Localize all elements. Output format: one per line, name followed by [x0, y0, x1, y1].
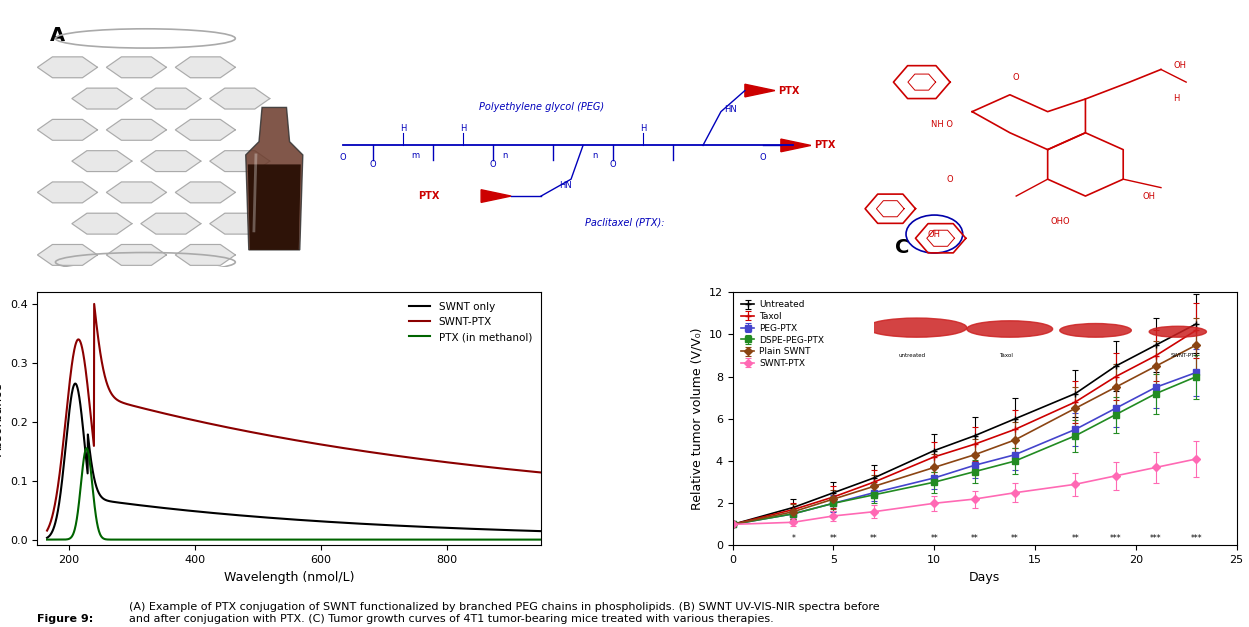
Text: ***: ***: [1190, 534, 1202, 543]
X-axis label: Wavelength (nmol/L): Wavelength (nmol/L): [224, 571, 355, 584]
PTX (in methanol): [230, 536, 245, 544]
SWNT only: [40, 534, 55, 542]
SWNT only: [201, 509, 216, 517]
Legend: Untreated, Taxol, PEG-PTX, DSPE-PEG-PTX, Plain SWNT, SWNT-PTX: Untreated, Taxol, PEG-PTX, DSPE-PEG-PTX,…: [737, 297, 828, 372]
Text: **: **: [829, 534, 837, 543]
Legend: SWNT only, SWNT-PTX, PTX (in methanol): SWNT only, SWNT-PTX, PTX (in methanol): [405, 297, 536, 346]
Text: *: *: [791, 534, 796, 543]
SWNT-PTX: [40, 527, 55, 534]
SWNT-PTX: [427, 457, 442, 465]
PTX (in methanol): [533, 536, 548, 544]
Y-axis label: Absorbance: Absorbance: [0, 382, 5, 456]
Text: **: **: [1010, 534, 1019, 543]
Text: (A) Example of PTX conjugation of SWNT functionalized by branched PEG chains in : (A) Example of PTX conjugation of SWNT f…: [129, 603, 879, 624]
PTX (in methanol): [40, 536, 55, 544]
Text: **: **: [970, 534, 978, 543]
SWNT only: [135, 502, 150, 509]
PTX (in methanol): [297, 536, 312, 544]
Y-axis label: Relative tumor volume (V/V₀): Relative tumor volume (V/V₀): [691, 328, 703, 510]
Line: SWNT-PTX: SWNT-PTX: [47, 304, 541, 530]
SWNT-PTX: [89, 322, 104, 330]
PTX (in methanol): [201, 536, 216, 544]
Text: **: **: [869, 534, 878, 543]
Line: PTX (in methanol): PTX (in methanol): [47, 448, 541, 540]
SWNT only: [427, 524, 442, 531]
SWNT-PTX: [135, 404, 150, 412]
PTX (in methanol): [427, 536, 442, 544]
SWNT only: [533, 527, 548, 535]
PTX (in methanol): [430, 536, 445, 544]
PTX (in methanol): [135, 536, 150, 544]
Text: C: C: [894, 238, 909, 257]
SWNT-PTX: [533, 469, 548, 477]
SWNT-PTX: [201, 420, 216, 428]
PTX (in methanol): [79, 445, 94, 452]
SWNT only: [428, 524, 443, 531]
Text: **: **: [931, 534, 938, 543]
Text: A: A: [50, 26, 65, 45]
SWNT-PTX: [428, 457, 443, 465]
SWNT-PTX: [230, 426, 245, 433]
Text: Figure 9:: Figure 9:: [37, 614, 94, 624]
Text: ***: ***: [1110, 534, 1122, 543]
SWNT only: [67, 380, 82, 387]
X-axis label: Days: Days: [969, 571, 1000, 584]
PTX (in methanol): [89, 517, 104, 525]
SWNT only: [230, 512, 245, 519]
Line: SWNT only: SWNT only: [47, 384, 541, 538]
Text: ***: ***: [1150, 534, 1162, 543]
Text: **: **: [1072, 534, 1079, 543]
SWNT-PTX: [86, 300, 101, 308]
SWNT only: [89, 484, 104, 492]
